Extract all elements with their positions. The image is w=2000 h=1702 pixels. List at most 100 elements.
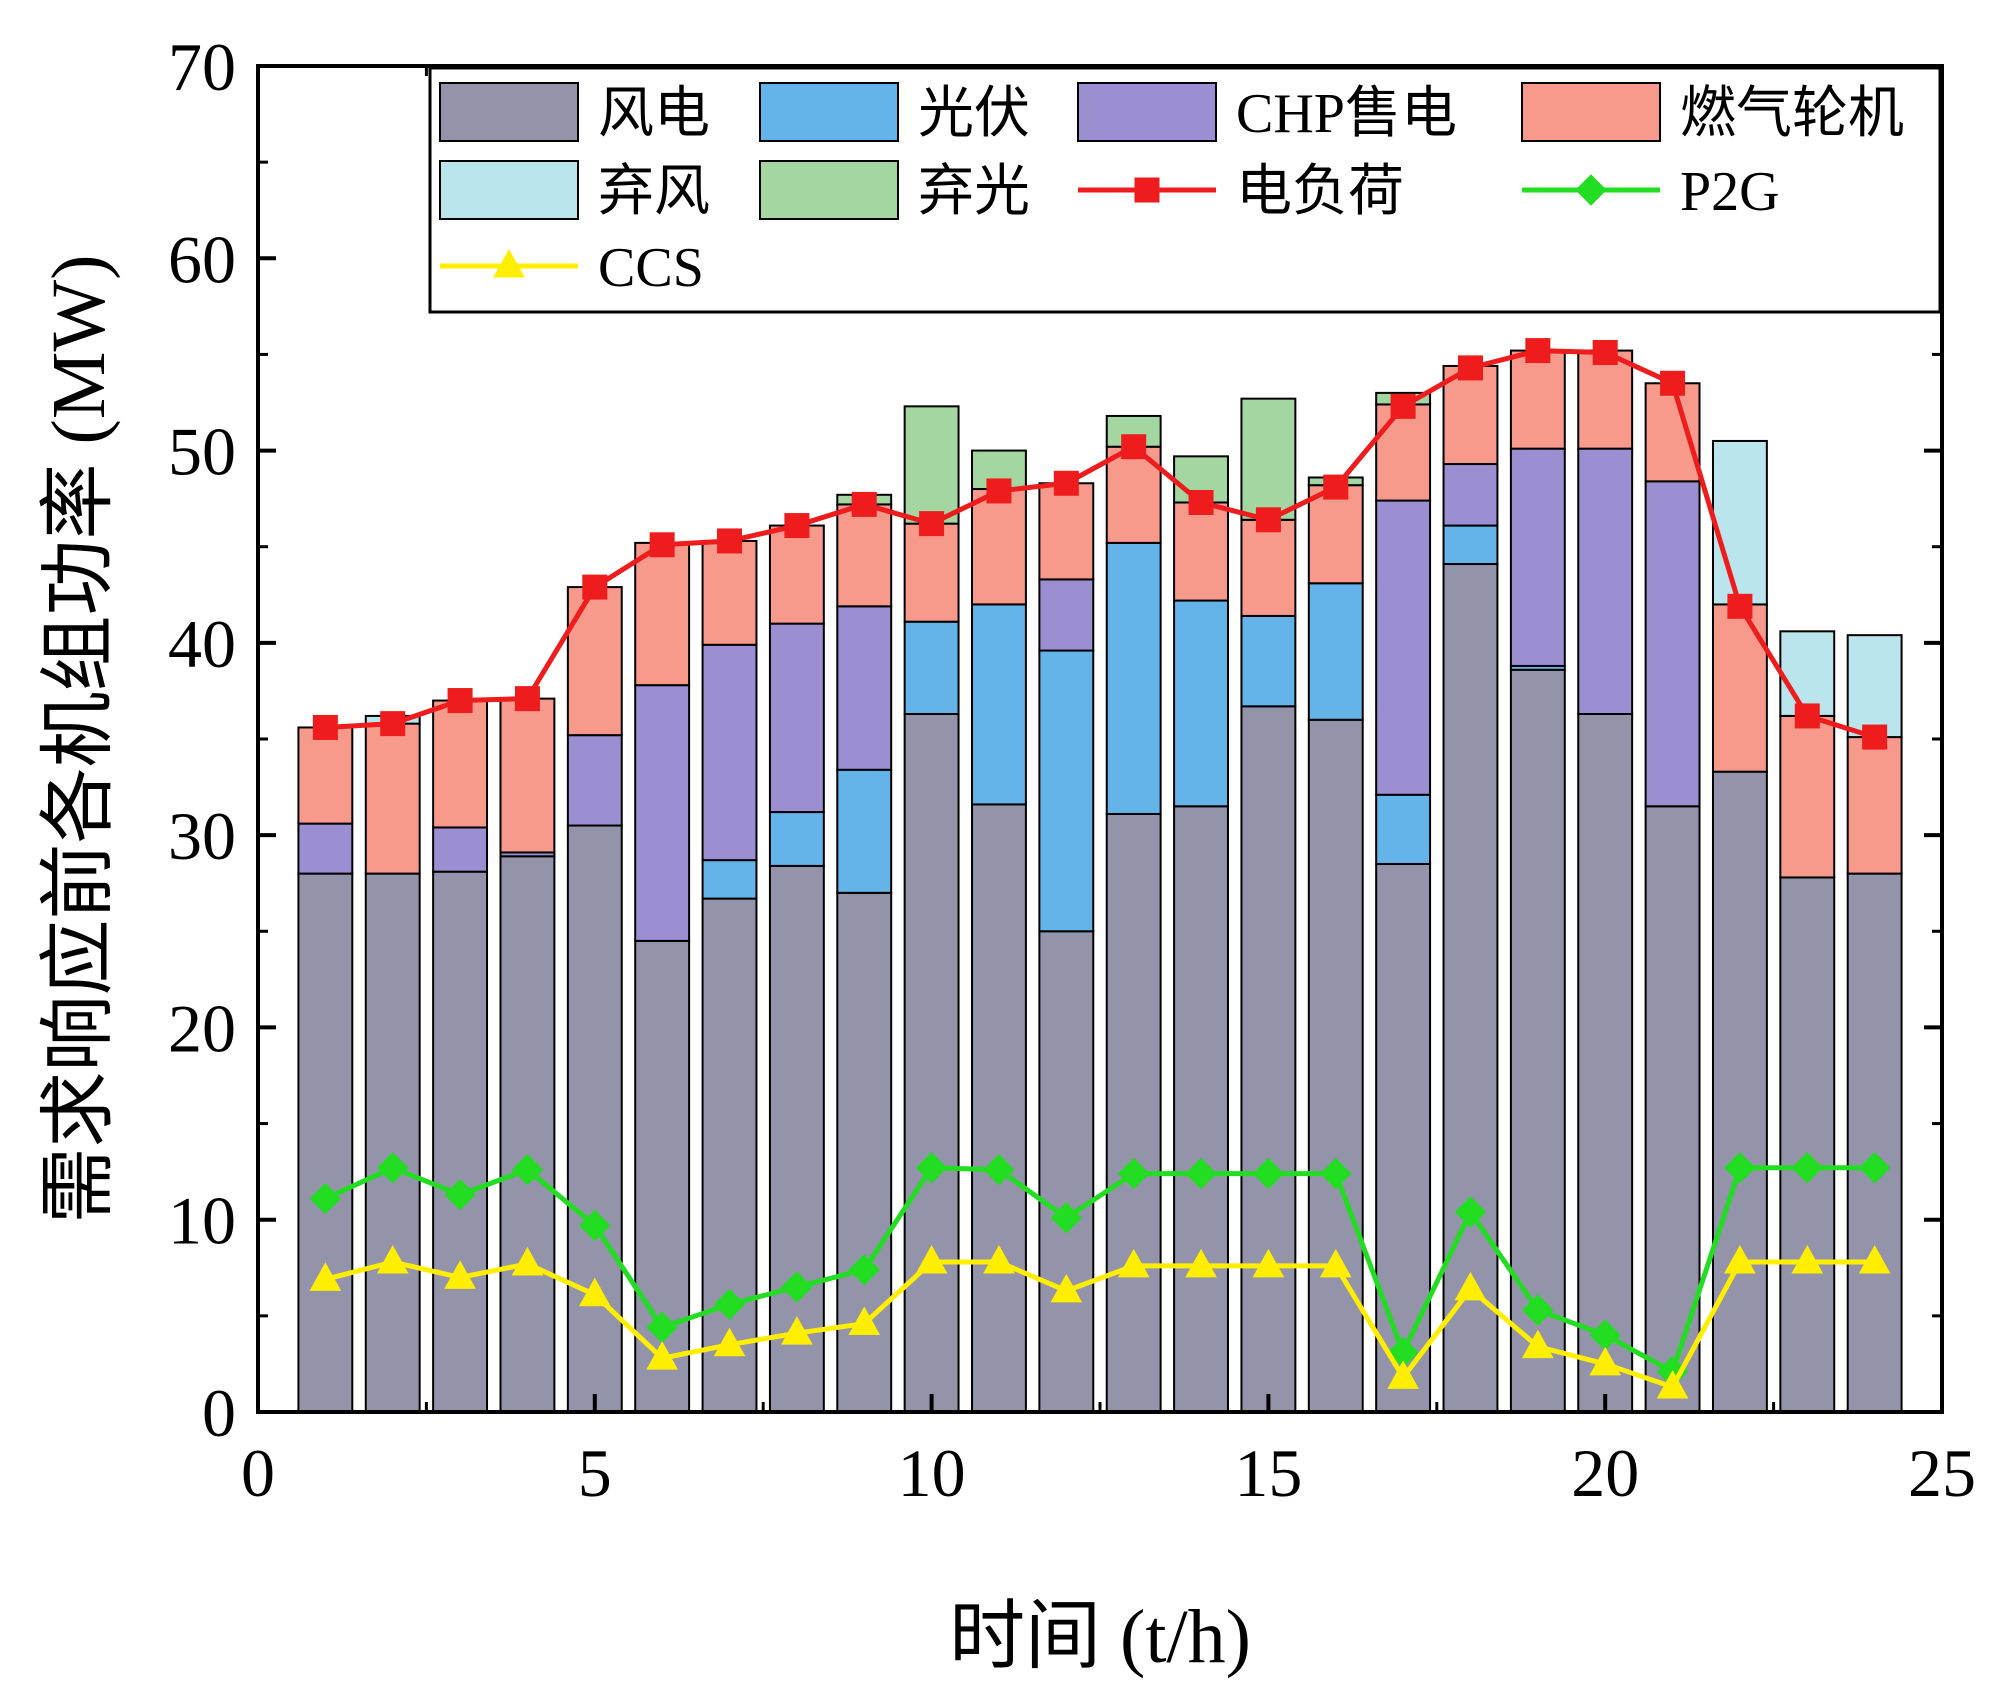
bar-wind-13	[1105, 812, 1162, 1413]
point-ccs-3	[444, 1260, 476, 1289]
bar-gas-turbine-5	[566, 586, 623, 737]
y-tick-label-40: 40	[168, 606, 236, 682]
point-ccs-17	[1387, 1360, 1419, 1389]
point-p2g-9	[848, 1254, 880, 1286]
bar-pv-13	[1105, 541, 1162, 815]
bar-wind-10	[903, 713, 960, 1413]
bar-chp-sales-17	[1375, 499, 1432, 796]
point-electric-load-14	[1188, 489, 1214, 515]
bar-wind-17	[1375, 862, 1432, 1413]
legend-label-electric-load: 电负荷	[1236, 161, 1404, 223]
bar-gas-turbine-23	[1779, 714, 1836, 879]
bar-pv-17	[1375, 793, 1432, 865]
point-p2g-11	[983, 1154, 1015, 1186]
bar-gas-turbine-16	[1307, 484, 1364, 585]
point-ccs-6	[646, 1341, 679, 1370]
bar-wind-4	[499, 855, 556, 1413]
point-ccs-7	[713, 1327, 746, 1357]
point-electric-load-18	[1457, 355, 1483, 381]
bar-pv-8	[768, 811, 825, 867]
point-electric-load-17	[1390, 393, 1416, 419]
bar-chp-sales-9	[836, 605, 893, 771]
point-ccs-23	[1791, 1244, 1824, 1274]
bar-gas-turbine-19	[1509, 349, 1566, 450]
point-electric-load-4	[514, 686, 540, 712]
bar-gas-turbine-1	[297, 726, 354, 825]
bar-wind-18	[1442, 563, 1499, 1413]
legend-swatch-curtailed-pv	[759, 160, 899, 220]
bar-gas-turbine-10	[903, 522, 960, 623]
bar-pv-15	[1240, 614, 1297, 708]
bar-wind-24	[1846, 872, 1903, 1413]
point-ccs-13	[1117, 1248, 1150, 1278]
y-tick-label-70: 70	[168, 29, 236, 105]
point-electric-load-23	[1794, 703, 1820, 729]
y-axis-title: 需求响应前各机组功率 (MW)	[37, 255, 121, 1224]
bar-gas-turbine-4	[499, 697, 556, 854]
bar-gas-turbine-6	[634, 541, 691, 687]
legend-item-gas-turbine: 燃气轮机	[1521, 82, 1904, 145]
bar-gas-turbine-7	[701, 539, 758, 646]
point-ccs-5	[578, 1277, 611, 1307]
bar-chp-sales-19	[1509, 447, 1566, 667]
point-p2g-23	[1791, 1152, 1823, 1184]
legend-item-electric-load: 电负荷	[1078, 161, 1404, 223]
point-p2g-7	[713, 1288, 746, 1321]
bar-gas-turbine-15	[1240, 518, 1297, 617]
point-electric-load-22	[1727, 593, 1753, 619]
point-ccs-4	[511, 1246, 544, 1276]
legend-swatch-chp-sales	[1077, 82, 1217, 142]
bar-wind-11	[971, 803, 1027, 1413]
bar-chp-sales-7	[701, 643, 758, 862]
legend-marker-electric-load	[1134, 177, 1160, 203]
point-electric-load-9	[851, 491, 877, 517]
bar-pv-16	[1307, 582, 1364, 721]
point-p2g-24	[1858, 1152, 1891, 1184]
legend-marker-ccs	[493, 248, 525, 278]
point-ccs-12	[1050, 1273, 1083, 1303]
legend-label-gas-turbine: 燃气轮机	[1680, 83, 1904, 145]
bar-gas-turbine-24	[1846, 736, 1903, 875]
y-tick-label-10: 10	[168, 1183, 236, 1259]
y-tick-label-20: 20	[168, 990, 236, 1066]
point-electric-load-6	[649, 532, 675, 558]
legend-item-pv: 光伏	[759, 82, 1030, 145]
bar-chp-sales-1	[297, 822, 354, 875]
point-ccs-16	[1319, 1248, 1352, 1278]
point-electric-load-21	[1660, 370, 1686, 396]
bar-gas-turbine-2	[364, 722, 421, 875]
point-electric-load-13	[1121, 434, 1147, 460]
point-p2g-5	[579, 1209, 611, 1242]
bar-chp-sales-18	[1442, 463, 1499, 527]
x-tick-label-15: 15	[1234, 1435, 1302, 1511]
x-tick-label-5: 5	[578, 1435, 612, 1511]
bar-curtailed-wind-22	[1711, 439, 1768, 606]
point-p2g-10	[915, 1152, 948, 1184]
point-p2g-16	[1320, 1157, 1352, 1190]
bar-wind-12	[1038, 930, 1095, 1413]
line-p2g	[324, 1165, 1875, 1375]
point-electric-load-11	[986, 478, 1012, 504]
bar-gas-turbine-21	[1644, 382, 1701, 483]
bar-gas-turbine-14	[1173, 501, 1229, 602]
bar-pv-9	[836, 768, 893, 894]
bar-wind-1	[297, 872, 354, 1413]
point-electric-load-1	[312, 714, 338, 740]
bar-curtailed-wind-23	[1779, 630, 1836, 717]
point-ccs-19	[1521, 1329, 1554, 1359]
bar-chp-sales-5	[566, 734, 623, 827]
legend-swatch-curtailed-wind	[439, 160, 579, 220]
y-tick-label-50: 50	[168, 414, 236, 490]
bar-wind-14	[1173, 805, 1229, 1413]
legend-item-wind: 风电	[439, 82, 710, 145]
point-ccs-11	[983, 1244, 1015, 1274]
legend-item-curtailed-wind: 弃风	[439, 160, 710, 223]
y-tick-label-60: 60	[168, 221, 236, 297]
bar-wind-2	[364, 872, 421, 1413]
legend-label-ccs: CCS	[598, 237, 704, 299]
bar-wind-22	[1711, 770, 1768, 1413]
point-ccs-24	[1858, 1244, 1891, 1274]
bar-gas-turbine-9	[836, 503, 893, 608]
